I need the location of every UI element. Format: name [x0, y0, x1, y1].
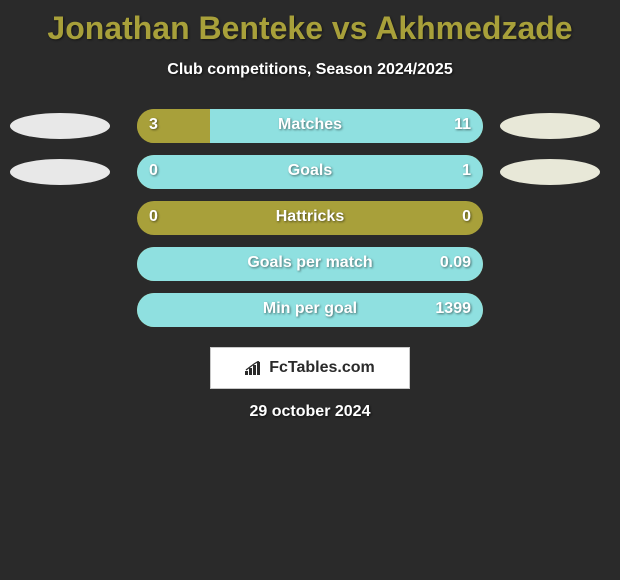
stat-bar: 311Matches [137, 109, 483, 143]
stat-label: Hattricks [137, 208, 483, 226]
stat-label: Goals per match [137, 254, 483, 272]
chart-icon [245, 361, 263, 375]
stat-label: Matches [137, 116, 483, 134]
stat-label: Min per goal [137, 300, 483, 318]
comparison-infographic: Jonathan Benteke vs Akhmedzade Club comp… [0, 0, 620, 421]
stat-row: 311Matches [0, 109, 620, 155]
stat-rows: 311Matches 01Goals 00Hattricks 0.09Goals pe… [0, 109, 620, 339]
stat-bar: 0.09Goals per match [137, 247, 483, 281]
stat-bar: 1399Min per goal [137, 293, 483, 327]
stat-row: 0.09Goals per match [0, 247, 620, 293]
stat-label: Goals [137, 162, 483, 180]
player-right-marker [500, 159, 600, 185]
stat-row: 00Hattricks [0, 201, 620, 247]
stat-row: 1399Min per goal [0, 293, 620, 339]
branding-box: FcTables.com [210, 347, 410, 389]
stat-bar: 01Goals [137, 155, 483, 189]
player-left-marker [10, 113, 110, 139]
date-text: 29 october 2024 [0, 403, 620, 421]
player-left-marker [10, 159, 110, 185]
stat-bar: 00Hattricks [137, 201, 483, 235]
stat-row: 01Goals [0, 155, 620, 201]
branding-text: FcTables.com [269, 359, 375, 377]
player-right-marker [500, 113, 600, 139]
subtitle: Club competitions, Season 2024/2025 [0, 61, 620, 79]
page-title: Jonathan Benteke vs Akhmedzade [0, 0, 620, 47]
